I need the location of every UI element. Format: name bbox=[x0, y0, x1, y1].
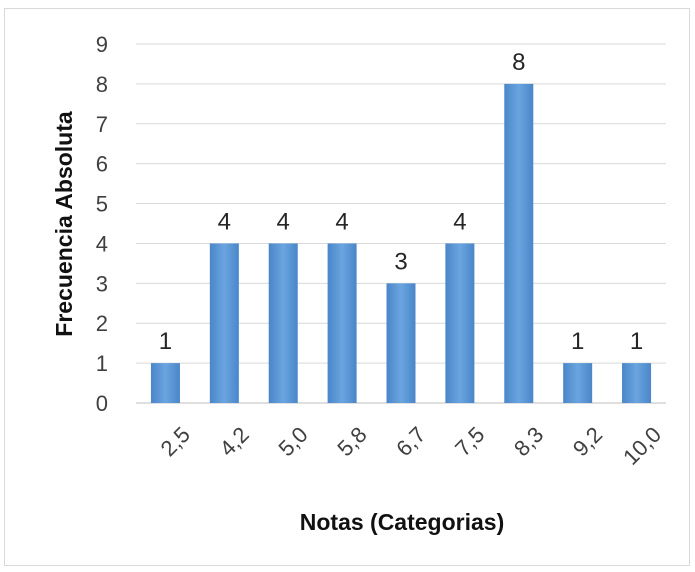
x-axis-title: Notas (Categorias) bbox=[300, 509, 504, 535]
y-tick-label: 7 bbox=[96, 112, 108, 137]
bars bbox=[150, 83, 652, 403]
x-tick-label: 6,7 bbox=[391, 422, 430, 461]
data-label: 4 bbox=[277, 208, 290, 235]
bar bbox=[445, 243, 475, 403]
data-label: 3 bbox=[394, 248, 407, 275]
y-axis-title: Frecuencia Absoluta bbox=[51, 111, 77, 337]
y-tick-label: 6 bbox=[96, 152, 108, 177]
y-tick-label: 5 bbox=[96, 192, 108, 217]
bar bbox=[209, 243, 239, 403]
x-axis-ticks: 2,5 4,2 5,0 5,8 6,7 7,5 8,3 9,2 10,0 bbox=[156, 422, 666, 470]
y-axis-ticks: 0 1 2 3 4 5 6 7 8 9 bbox=[96, 32, 108, 416]
bar bbox=[150, 363, 180, 403]
bar bbox=[504, 83, 534, 403]
data-label: 8 bbox=[512, 49, 525, 76]
data-labels: 1 4 4 4 3 4 8 1 1 bbox=[159, 49, 643, 355]
x-tick-label: 5,0 bbox=[273, 422, 312, 461]
y-tick-label: 9 bbox=[96, 32, 108, 57]
y-tick-label: 4 bbox=[96, 231, 108, 256]
data-label: 1 bbox=[630, 328, 643, 355]
y-tick-label: 8 bbox=[96, 72, 108, 97]
x-tick-label: 2,5 bbox=[156, 422, 195, 461]
bar bbox=[386, 283, 416, 403]
bar bbox=[268, 243, 298, 403]
bar bbox=[563, 363, 593, 403]
data-label: 4 bbox=[335, 208, 348, 235]
y-tick-label: 0 bbox=[96, 391, 108, 416]
data-label: 4 bbox=[218, 208, 231, 235]
bar bbox=[622, 363, 652, 403]
x-tick-label: 7,5 bbox=[450, 422, 489, 461]
y-tick-label: 3 bbox=[96, 271, 108, 296]
data-label: 1 bbox=[571, 328, 584, 355]
data-label: 4 bbox=[453, 208, 466, 235]
y-tick-label: 2 bbox=[96, 311, 108, 336]
x-tick-label: 9,2 bbox=[568, 422, 607, 461]
x-tick-label: 5,8 bbox=[332, 422, 371, 461]
x-tick-label: 10,0 bbox=[618, 422, 666, 470]
x-tick-label: 4,2 bbox=[215, 422, 254, 461]
data-label: 1 bbox=[159, 328, 172, 355]
x-tick-label: 8,3 bbox=[509, 422, 548, 461]
y-tick-label: 1 bbox=[96, 351, 108, 376]
bar bbox=[327, 243, 357, 403]
